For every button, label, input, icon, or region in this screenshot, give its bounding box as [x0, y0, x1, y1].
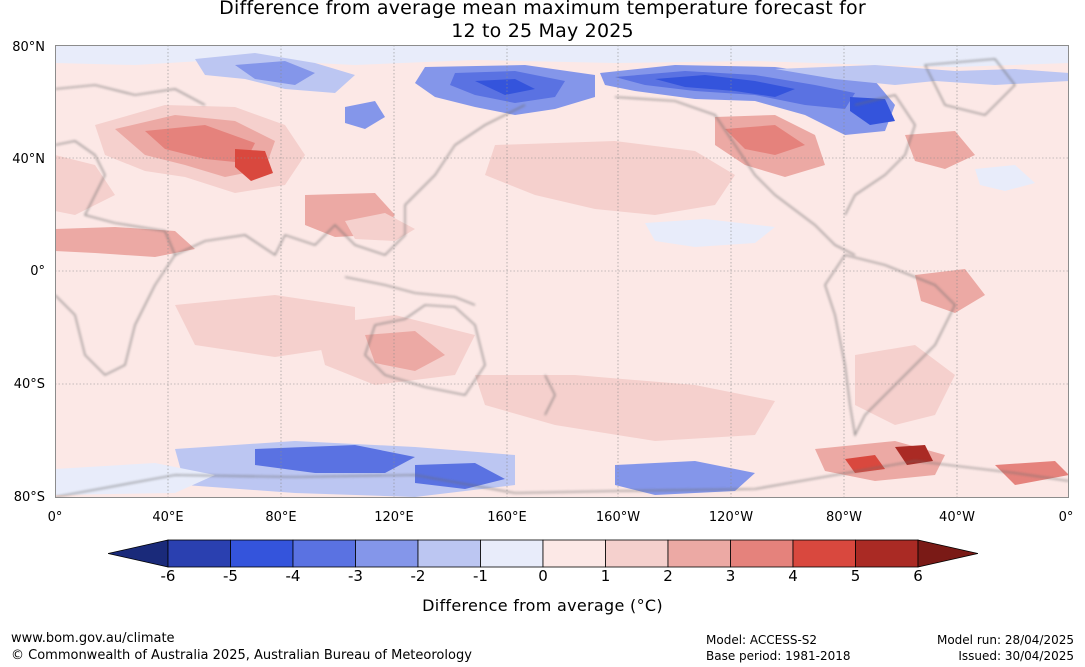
colorbar-segment — [605, 539, 669, 568]
colorbar-segment — [480, 539, 544, 568]
lon-tick-80e: 80°E — [265, 510, 297, 525]
lat-tick-0: 0° — [30, 264, 45, 279]
graticule — [55, 45, 1069, 498]
footer-copyright: © Commonwealth of Australia 2025, Austra… — [11, 648, 472, 663]
lon-tick-40e: 40°E — [152, 510, 184, 525]
colorbar-tick-label: 4 — [788, 567, 798, 585]
colorbar-segment — [355, 539, 419, 568]
lat-tick-80n: 80°N — [12, 40, 45, 55]
lon-tick-120w: 120°W — [708, 510, 754, 525]
colorbar-segment — [792, 539, 856, 568]
colorbar-tick-label: -3 — [348, 567, 363, 585]
colorbar-segment — [230, 539, 294, 568]
temperature-anomaly-map[interactable] — [55, 45, 1069, 498]
colorbar-extend-high — [917, 539, 979, 568]
colorbar-segment — [542, 539, 606, 568]
colorbar-tick-label: -5 — [223, 567, 238, 585]
colorbar-tick-label: 6 — [913, 567, 923, 585]
footer-website[interactable]: www.bom.gov.au/climate — [11, 631, 175, 646]
footer-base-period: Base period: 1981-2018 — [706, 649, 851, 663]
colorbar-tick-label: 3 — [725, 567, 736, 585]
colorbar-segment — [855, 539, 919, 568]
colorbar-tick-label: -1 — [473, 567, 488, 585]
colorbar-tick-label: -4 — [285, 567, 301, 585]
colorbar-segment — [167, 539, 231, 568]
map-title: Difference from average mean maximum tem… — [0, 0, 1085, 43]
lon-tick-120e: 120°E — [374, 510, 414, 525]
lat-tick-80s: 80°S — [13, 490, 45, 505]
anomaly-fields — [55, 45, 1069, 497]
colorbar — [107, 539, 979, 569]
lon-tick-160w: 160°W — [595, 510, 641, 525]
coastlines — [55, 58, 1069, 498]
lon-tick-80w: 80°W — [826, 510, 862, 525]
colorbar-tick-label: 0 — [538, 567, 548, 585]
map-title-line1: Difference from average mean maximum tem… — [219, 0, 866, 19]
lon-tick-160e: 160°E — [487, 510, 527, 525]
lat-tick-40s: 40°S — [13, 377, 45, 392]
colorbar-title: Difference from average (°C) — [422, 596, 663, 615]
colorbar-extend-low — [107, 539, 169, 568]
lat-tick-40n: 40°N — [12, 152, 45, 167]
footer-issued: Issued: 30/04/2025 — [958, 649, 1074, 663]
colorbar-tick-label: 2 — [663, 567, 673, 585]
map-title-line2: 12 to 25 May 2025 — [451, 20, 634, 42]
lon-tick-0-left: 0° — [47, 510, 63, 525]
footer-model: Model: ACCESS-S2 — [706, 633, 818, 647]
colorbar-segment — [730, 539, 794, 568]
colorbar-segment — [292, 539, 356, 568]
colorbar-tick-label: -6 — [160, 567, 176, 585]
footer-model-run: Model run: 28/04/2025 — [936, 633, 1074, 647]
colorbar-tick-label: 1 — [600, 567, 611, 585]
lon-tick-0-right: 0° — [1058, 510, 1074, 525]
colorbar-segment — [667, 539, 731, 568]
map-frame — [55, 45, 1069, 498]
colorbar-tick-label: -2 — [410, 567, 426, 585]
colorbar-segment — [417, 539, 481, 568]
colorbar-tick-label: 5 — [850, 567, 861, 585]
lon-tick-40w: 40°W — [939, 510, 975, 525]
